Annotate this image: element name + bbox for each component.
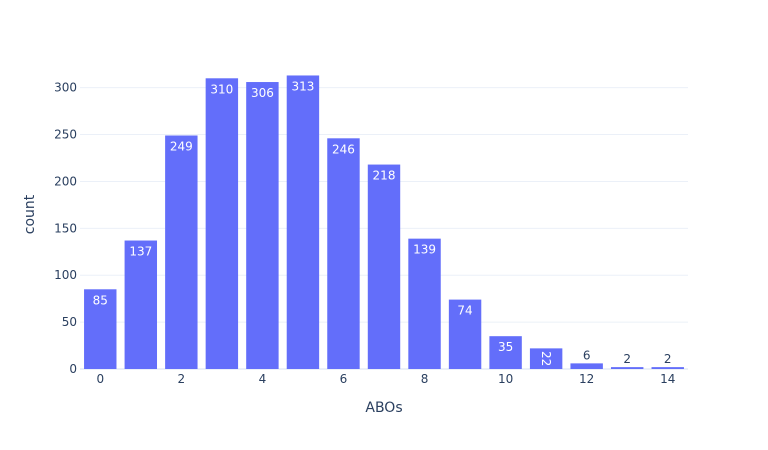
bar-value-label: 306: [251, 86, 274, 100]
bar: [529, 348, 563, 369]
y-tick-label: 300: [54, 81, 77, 95]
x-tick-label: 6: [340, 372, 348, 386]
bar-value-label: 74: [457, 304, 472, 318]
y-tick-label: 50: [62, 315, 77, 329]
bar: [651, 367, 684, 369]
bar: [408, 238, 441, 369]
y-tick-label: 0: [69, 362, 77, 376]
bar: [448, 299, 482, 369]
bar: [327, 138, 360, 369]
y-tick-label: 200: [54, 174, 77, 188]
bar: [286, 75, 320, 369]
bar-value-label: 218: [373, 169, 396, 183]
bar: [367, 164, 401, 369]
bar-value-label: 22: [539, 351, 553, 366]
bar: [489, 336, 522, 369]
bar-value-label: 249: [170, 139, 193, 153]
bar: [84, 289, 117, 369]
bar-value-label: 6: [583, 348, 591, 362]
x-tick-label: 14: [660, 372, 675, 386]
bar-value-label: 313: [291, 79, 314, 93]
bar-value-label: 139: [413, 243, 436, 257]
y-tick-label: 150: [54, 221, 77, 235]
bar: [205, 78, 239, 369]
bar-value-label: 85: [93, 293, 108, 307]
bar-value-label: 310: [210, 82, 233, 96]
bar: [165, 135, 198, 369]
bar: [246, 82, 279, 369]
x-axis-title: ABOs: [365, 400, 402, 416]
bars: [84, 75, 684, 369]
x-tick-label: 12: [579, 372, 594, 386]
bar: [570, 363, 603, 369]
x-tick-label: 2: [178, 372, 186, 386]
x-tick-label: 8: [421, 372, 429, 386]
x-tick-label: 10: [498, 372, 513, 386]
bar-value-label: 2: [664, 352, 672, 366]
y-axis-title: count: [22, 194, 38, 234]
bar-value-label: 246: [332, 142, 355, 156]
bar-value-label: 137: [129, 245, 152, 259]
y-tick-label: 100: [54, 268, 77, 282]
bar-value-label: 2: [623, 352, 631, 366]
x-axis-ticks: 0 2 4 6 8 10 12 14: [96, 372, 675, 386]
y-tick-label: 250: [54, 128, 77, 142]
bar: [610, 367, 644, 369]
x-tick-label: 4: [259, 372, 267, 386]
y-axis-ticks: 0 50 100 150 200 250 300: [54, 81, 77, 376]
bar-value-label: 35: [498, 340, 513, 354]
bar: [124, 240, 158, 369]
x-tick-label: 0: [96, 372, 104, 386]
